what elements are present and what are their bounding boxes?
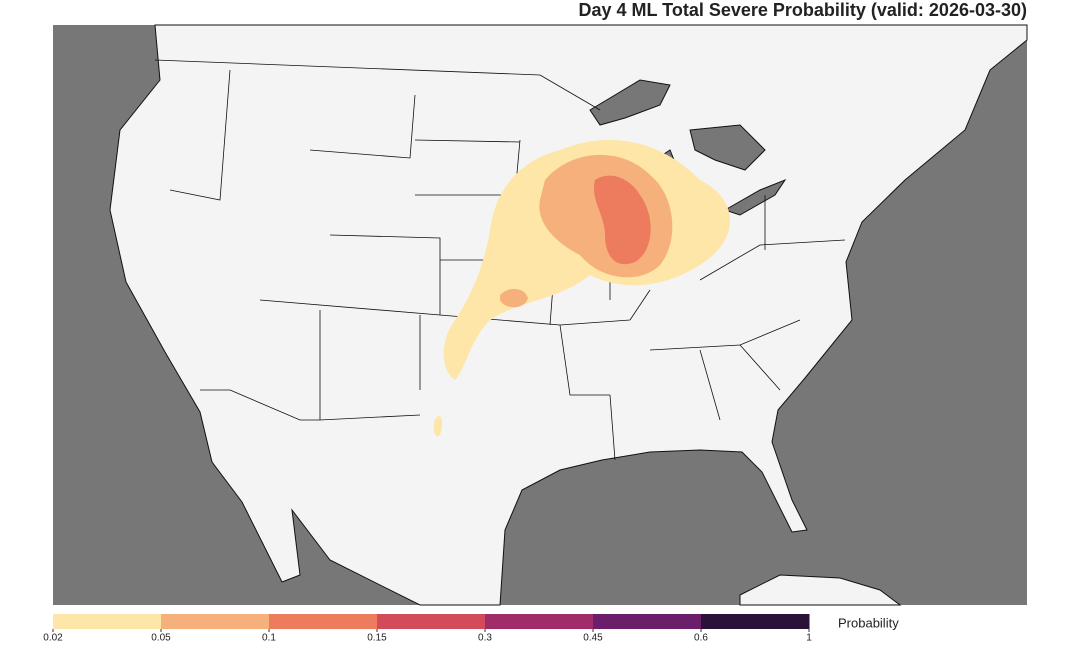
colorbar-tick-label: 1 xyxy=(806,633,812,644)
colorbar-tick-label: 0.3 xyxy=(478,633,492,644)
colorbar-segment xyxy=(701,614,810,629)
colorbar-segment xyxy=(593,614,702,629)
map xyxy=(53,24,1028,606)
map-title: Day 4 ML Total Severe Probability (valid… xyxy=(578,0,1027,20)
lake-erie xyxy=(723,178,787,216)
prob-area-high xyxy=(593,175,651,265)
colorbar-segment xyxy=(269,614,378,629)
colorbar-segment xyxy=(161,614,270,629)
colorbar: 0.02 0.05 0.1 0.15 0.3 0.45 0.6 1 Probability xyxy=(43,614,899,644)
lake-huron xyxy=(689,124,766,171)
colorbar-tick-label: 0.02 xyxy=(43,633,63,644)
colorbar-segment xyxy=(53,614,162,629)
colorbar-segment xyxy=(377,614,486,629)
colorbar-tick-label: 0.6 xyxy=(694,633,708,644)
colorbar-tick-label: 0.45 xyxy=(583,633,603,644)
great-lakes xyxy=(589,79,671,126)
colorbar-tick-label: 0.1 xyxy=(262,633,276,644)
cuba xyxy=(739,574,902,606)
colorbar-tick-label: 0.15 xyxy=(367,633,387,644)
colorbar-label: Probability xyxy=(838,615,899,630)
colorbar-tick-label: 0.05 xyxy=(151,633,171,644)
land xyxy=(109,24,1028,606)
colorbar-segment xyxy=(485,614,594,629)
probability-field xyxy=(433,140,730,437)
